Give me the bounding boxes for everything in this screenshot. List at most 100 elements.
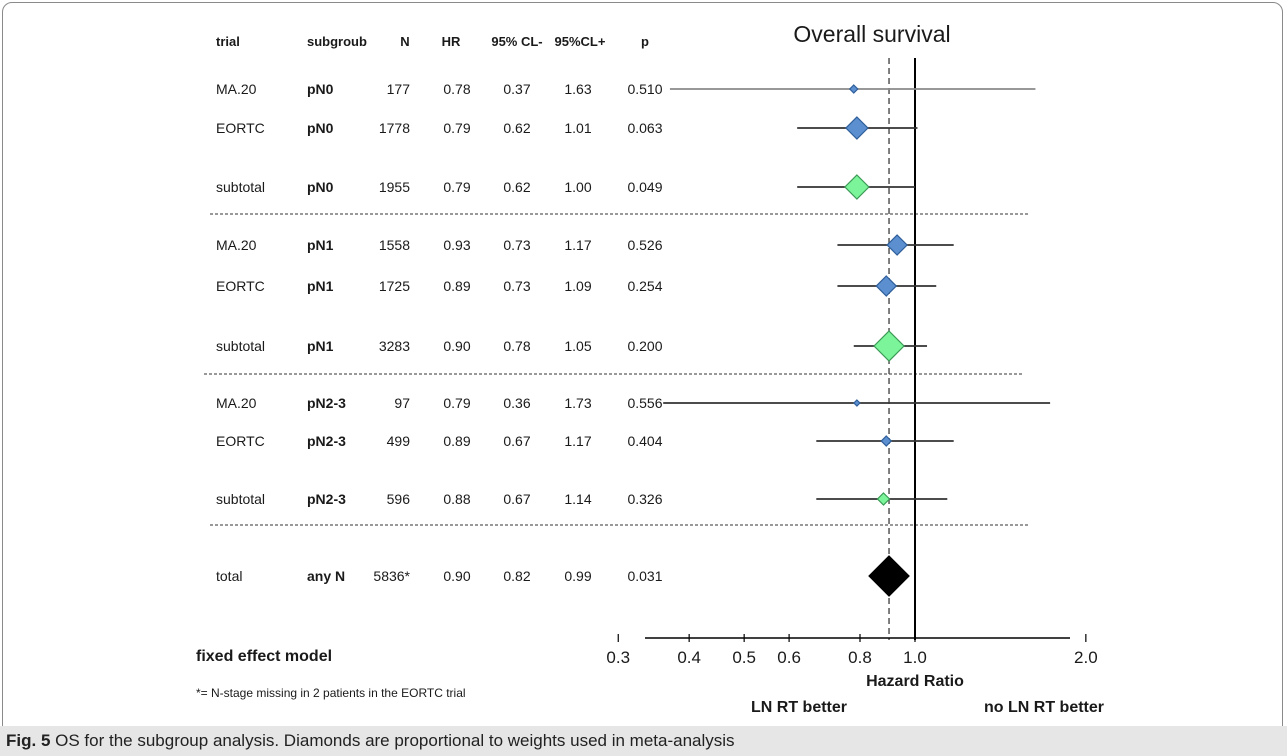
column-header: subgroub xyxy=(307,34,367,49)
footnote: *= N-stage missing in 2 patients in the … xyxy=(196,686,466,700)
table-cell-cl_lo: 0.37 xyxy=(503,81,530,97)
table-cell-trial: MA.20 xyxy=(216,81,257,97)
table-cell-HR: 0.90 xyxy=(443,568,470,584)
table-cell-N: 3283 xyxy=(379,338,410,354)
table-cell-cl_lo: 0.78 xyxy=(503,338,530,354)
estimate-diamond xyxy=(880,435,893,447)
table-cell-p: 0.510 xyxy=(627,81,662,97)
table-cell-p: 0.526 xyxy=(627,237,662,253)
table-cell-N: 1955 xyxy=(379,179,410,195)
table-cell-p: 0.326 xyxy=(627,491,662,507)
table-cell-cl_hi: 1.05 xyxy=(564,338,591,354)
right-annotation: no LN RT better xyxy=(984,699,1104,716)
table-cell-trial: EORTC xyxy=(216,433,265,449)
caption-text: OS for the subgroup analysis. Diamonds a… xyxy=(50,731,735,750)
table-cell-subgroup: pN1 xyxy=(307,338,334,354)
table-cell-cl_lo: 0.62 xyxy=(503,179,530,195)
table-cell-subgroup: any N xyxy=(307,568,345,584)
table-cell-cl_hi: 1.01 xyxy=(564,120,591,136)
table-cell-subgroup: pN2-3 xyxy=(307,491,346,507)
x-tick-label: 0.6 xyxy=(777,648,801,667)
column-header: 95% CL- xyxy=(491,34,542,49)
table-cell-N: 177 xyxy=(387,81,411,97)
table-cell-N: 596 xyxy=(387,491,411,507)
estimate-diamond xyxy=(886,234,908,256)
table-cell-cl_hi: 1.73 xyxy=(564,395,591,411)
table-cell-cl_hi: 1.17 xyxy=(564,433,591,449)
estimate-diamond xyxy=(844,174,870,200)
x-tick-label: 0.3 xyxy=(606,648,630,667)
estimate-diamond xyxy=(876,492,891,506)
left-annotation: LN RT better xyxy=(751,699,847,716)
table-cell-p: 0.556 xyxy=(627,395,662,411)
table-cell-subgroup: pN1 xyxy=(307,237,334,253)
table-cell-cl_hi: 1.14 xyxy=(564,491,591,507)
table-cell-HR: 0.89 xyxy=(443,433,470,449)
table-cell-HR: 0.89 xyxy=(443,278,470,294)
x-axis-label: Hazard Ratio xyxy=(866,673,964,690)
table-cell-cl_lo: 0.73 xyxy=(503,278,530,294)
table-cell-p: 0.031 xyxy=(627,568,662,584)
estimate-diamond xyxy=(848,84,859,94)
table-cell-HR: 0.88 xyxy=(443,491,470,507)
table-cell-trial: MA.20 xyxy=(216,237,257,253)
table-cell-cl_hi: 1.00 xyxy=(564,179,591,195)
table-cell-HR: 0.79 xyxy=(443,395,470,411)
column-header: HR xyxy=(442,34,461,49)
column-header: trial xyxy=(216,34,240,49)
table-cell-subgroup: pN1 xyxy=(307,278,334,294)
table-cell-trial: EORTC xyxy=(216,120,265,136)
table-cell-HR: 0.93 xyxy=(443,237,470,253)
table-cell-cl_lo: 0.62 xyxy=(503,120,530,136)
x-tick-label: 0.4 xyxy=(677,648,701,667)
table-cell-trial: subtotal xyxy=(216,491,265,507)
caption-label: Fig. 5 xyxy=(6,731,51,750)
table-cell-trial: subtotal xyxy=(216,179,265,195)
x-tick-label: 0.5 xyxy=(732,648,756,667)
chart-title: Overall survival xyxy=(793,21,950,47)
x-tick-label: 2.0 xyxy=(1074,648,1098,667)
table-cell-subgroup: pN0 xyxy=(307,81,334,97)
table-cell-cl_hi: 1.63 xyxy=(564,81,591,97)
table-cell-trial: total xyxy=(216,568,242,584)
table-cell-HR: 0.79 xyxy=(443,179,470,195)
table-cell-p: 0.404 xyxy=(627,433,662,449)
estimate-diamond xyxy=(845,116,869,140)
table-cell-subgroup: pN2-3 xyxy=(307,433,346,449)
table-cell-N: 5836* xyxy=(373,568,410,584)
table-cell-trial: MA.20 xyxy=(216,395,257,411)
estimate-diamond xyxy=(873,330,905,362)
table-cell-cl_lo: 0.82 xyxy=(503,568,530,584)
table-cell-cl_hi: 1.09 xyxy=(564,278,591,294)
table-cell-subgroup: pN0 xyxy=(307,120,334,136)
table-cell-N: 1558 xyxy=(379,237,410,253)
table-cell-cl_lo: 0.67 xyxy=(503,433,530,449)
table-cell-cl_hi: 0.99 xyxy=(564,568,591,584)
table-cell-N: 1725 xyxy=(379,278,410,294)
estimate-diamond xyxy=(875,275,898,297)
table-cell-N: 1778 xyxy=(379,120,410,136)
column-header: p xyxy=(641,34,649,49)
table-cell-p: 0.254 xyxy=(627,278,662,294)
table-cell-trial: subtotal xyxy=(216,338,265,354)
table-cell-cl_lo: 0.67 xyxy=(503,491,530,507)
table-cell-cl_hi: 1.17 xyxy=(564,237,591,253)
table-cell-p: 0.049 xyxy=(627,179,662,195)
table-cell-p: 0.063 xyxy=(627,120,662,136)
x-tick-label: 1.0 xyxy=(903,648,927,667)
table-cell-HR: 0.78 xyxy=(443,81,470,97)
table-cell-trial: EORTC xyxy=(216,278,265,294)
table-cell-subgroup: pN0 xyxy=(307,179,334,195)
table-cell-subgroup: pN2-3 xyxy=(307,395,346,411)
table-cell-cl_lo: 0.73 xyxy=(503,237,530,253)
table-cell-cl_lo: 0.36 xyxy=(503,395,530,411)
column-header: N xyxy=(400,34,409,49)
x-tick-label: 0.8 xyxy=(848,648,872,667)
table-cell-HR: 0.90 xyxy=(443,338,470,354)
estimate-diamond xyxy=(868,555,910,597)
figure-caption: Fig. 5 OS for the subgroup analysis. Dia… xyxy=(0,726,1287,756)
table-cell-p: 0.200 xyxy=(627,338,662,354)
column-header: 95%CL+ xyxy=(555,34,606,49)
model-label: fixed effect model xyxy=(196,648,332,665)
